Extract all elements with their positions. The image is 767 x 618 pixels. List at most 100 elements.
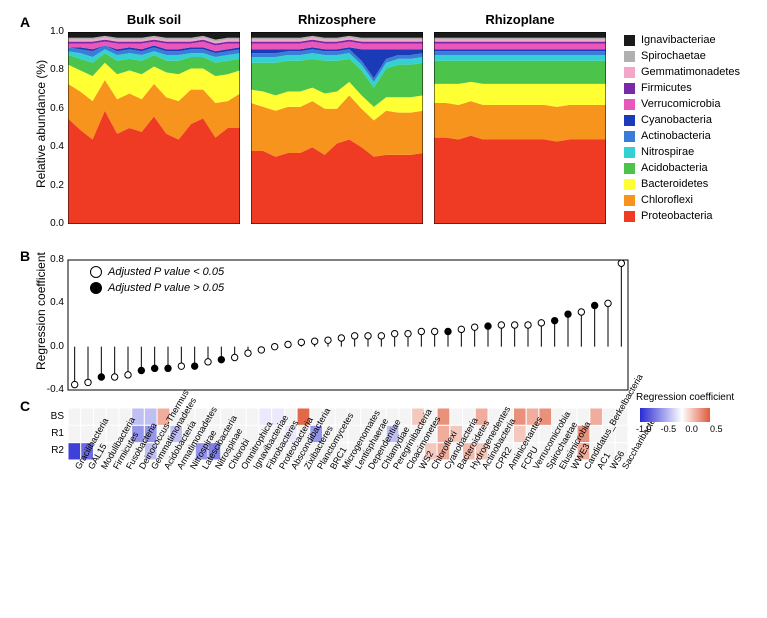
axis-tick: 0.4 (38, 141, 64, 152)
colorbar-gradient (640, 408, 710, 422)
legend-item: Proteobacteria (624, 210, 740, 222)
axis-tick: 0.8 (38, 254, 64, 265)
panel-b-label: B (20, 248, 30, 264)
legend-swatch (624, 195, 635, 206)
lollipop-point (218, 356, 224, 362)
lollipop-point (458, 326, 464, 332)
legend-item: Adjusted P value < 0.05 (90, 266, 224, 278)
lollipop-point (151, 365, 157, 371)
lollipop-point (551, 317, 557, 323)
legend-label: Nitrospirae (641, 146, 694, 158)
legend-swatch (624, 67, 635, 78)
legend-label: Gemmatimonadetes (641, 66, 740, 78)
lollipop-point (98, 374, 104, 380)
heat-row-label: R1 (38, 428, 64, 439)
lollipop-point (311, 338, 317, 344)
axis-tick: 0.6 (38, 103, 64, 114)
lollipop-point (285, 341, 291, 347)
lollipop-point (71, 381, 77, 387)
legend-label: Actinobacteria (641, 130, 711, 142)
axis-tick: 0.8 (38, 64, 64, 75)
axis-tick: 0.4 (38, 297, 64, 308)
legend-item: Actinobacteria (624, 130, 740, 142)
panel-b-ylabel: Regression coefficient (34, 252, 48, 370)
heat-row-label: R2 (38, 445, 64, 456)
lollipop-point (511, 322, 517, 328)
legend-item: Nitrospirae (624, 146, 740, 158)
legend-item: Verrucomicrobia (624, 98, 740, 110)
stacked-area (68, 32, 240, 224)
panel-b-legend: Adjusted P value < 0.05 Adjusted P value … (90, 266, 224, 298)
panel-a-title: Bulk soil (68, 12, 240, 27)
stacked-area (251, 32, 423, 224)
legend-label: Proteobacteria (641, 210, 713, 222)
lollipop-point (431, 328, 437, 334)
legend-label: Cyanobacteria (641, 114, 712, 126)
legend-item: Ignavibacteriae (624, 34, 740, 46)
lollipop-point (365, 333, 371, 339)
lollipop-point (191, 363, 197, 369)
lollipop-point (565, 311, 571, 317)
colorbar-tick: -0.5 (661, 424, 677, 434)
lollipop-point (618, 260, 624, 266)
legend-swatch (624, 99, 635, 110)
legend-swatch (624, 51, 635, 62)
legend-item: Firmicutes (624, 82, 740, 94)
lollipop-point (325, 337, 331, 343)
colorbar-tick: 0.5 (710, 424, 723, 434)
legend-swatch (624, 163, 635, 174)
lollipop-point (338, 335, 344, 341)
lollipop-point (471, 324, 477, 330)
legend-item: Gemmatimonadetes (624, 66, 740, 78)
legend-label: Chloroflexi (641, 194, 693, 206)
legend-label: Verrucomicrobia (641, 98, 720, 110)
legend-swatch (624, 115, 635, 126)
legend-swatch (624, 35, 635, 46)
legend-swatch (624, 211, 635, 222)
panel-a-ylabel: Relative abundance (%) (34, 60, 48, 188)
legend-swatch (624, 83, 635, 94)
stacked-area (434, 32, 606, 224)
lollipop-point (178, 363, 184, 369)
lollipop-point (138, 367, 144, 373)
axis-tick: -0.4 (38, 384, 64, 395)
panel-a-legend: Ignavibacteriae Spirochaetae Gemmatimonade… (624, 34, 740, 226)
lollipop-point (125, 372, 131, 378)
legend-swatch (624, 147, 635, 158)
panel-a-title: Rhizosphere (251, 12, 423, 27)
heat-cell (590, 408, 603, 425)
legend-label: Ignavibacteriae (641, 34, 716, 46)
colorbar-tick: 0.0 (685, 424, 698, 434)
lollipop-point (418, 328, 424, 334)
panel-a-label: A (20, 14, 30, 30)
lollipop-point (245, 350, 251, 356)
panel-a-title: Rhizoplane (434, 12, 606, 27)
legend-marker (90, 282, 102, 294)
legend-item: Adjusted P value > 0.05 (90, 282, 224, 294)
legend-label: Bacteroidetes (641, 178, 708, 190)
axis-tick: 0.2 (38, 180, 64, 191)
colorbar-tick: -1.0 (636, 424, 652, 434)
legend-swatch (624, 131, 635, 142)
lollipop-point (538, 320, 544, 326)
lollipop-point (231, 354, 237, 360)
legend-item: Bacteroidetes (624, 178, 740, 190)
legend-label: Firmicutes (641, 82, 692, 94)
lollipop-point (525, 322, 531, 328)
legend-item: Spirochaetae (624, 50, 740, 62)
legend-label: Acidobacteria (641, 162, 708, 174)
lollipop-point (445, 328, 451, 334)
lollipop-point (498, 322, 504, 328)
lollipop-point (271, 343, 277, 349)
lollipop-point (391, 330, 397, 336)
legend-label: Spirochaetae (641, 50, 706, 62)
lollipop-point (485, 323, 491, 329)
lollipop-point (605, 300, 611, 306)
legend-swatch (624, 179, 635, 190)
legend-item: Acidobacteria (624, 162, 740, 174)
lollipop-point (405, 330, 411, 336)
lollipop-point (165, 365, 171, 371)
lollipop-point (378, 333, 384, 339)
axis-tick: 0.0 (38, 341, 64, 352)
axis-tick: 0.0 (38, 218, 64, 229)
